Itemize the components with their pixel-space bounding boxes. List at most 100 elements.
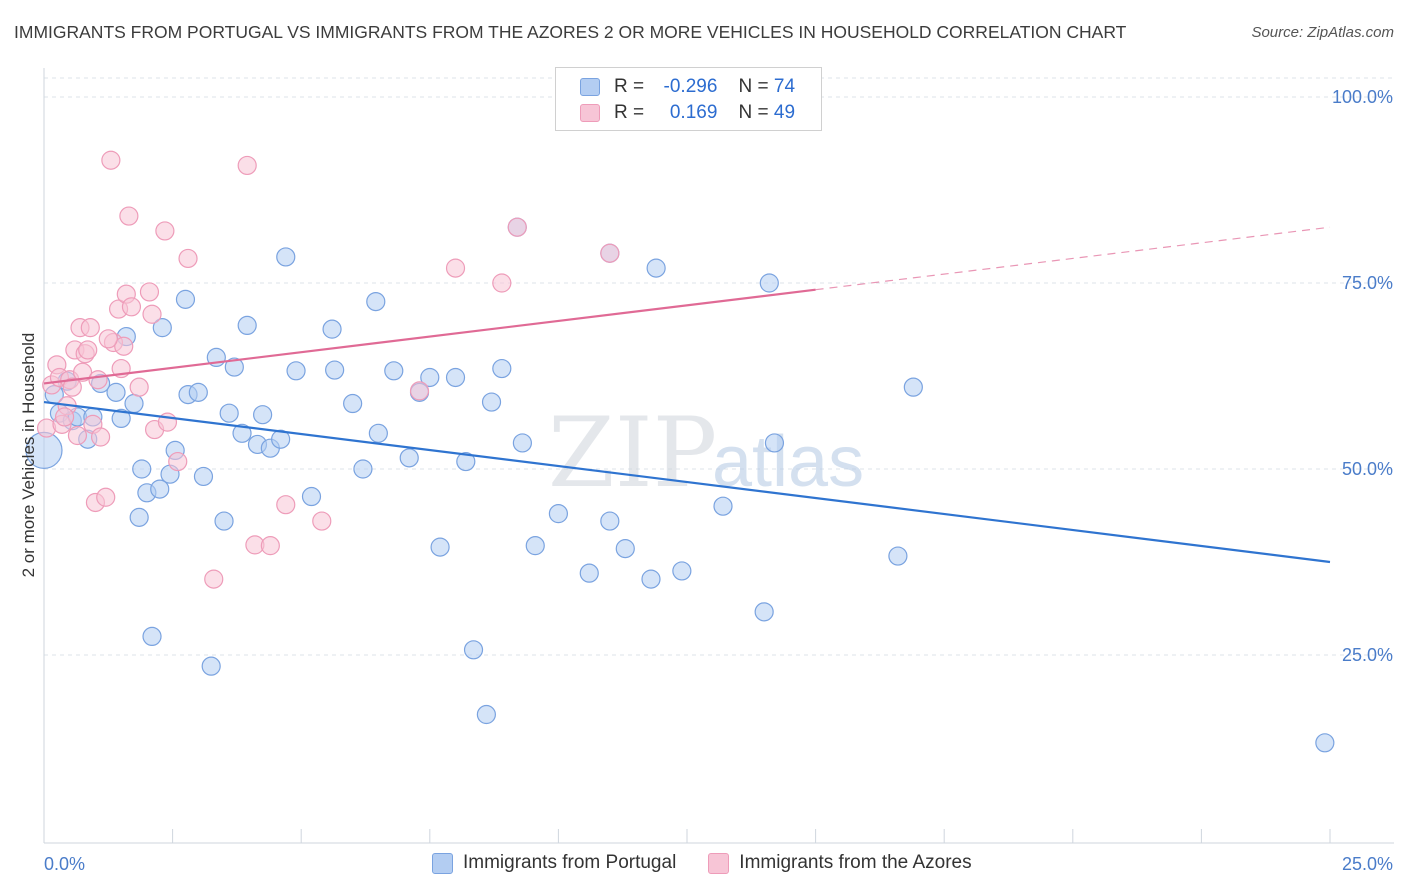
point-azores — [129, 377, 149, 397]
point-portugal — [325, 360, 345, 380]
trend-layer — [43, 226, 1331, 564]
point-azores — [168, 451, 188, 472]
point-azores — [276, 495, 296, 515]
point-azores — [62, 377, 82, 397]
point-azores — [98, 329, 118, 349]
point-portugal — [219, 403, 239, 423]
legend-swatch-portugal — [580, 78, 600, 96]
point-azores — [260, 536, 280, 556]
point-azores — [67, 425, 88, 446]
point-azores — [142, 304, 162, 324]
chart-title: IMMIGRANTS FROM PORTUGAL VS IMMIGRANTS F… — [14, 22, 1127, 42]
legend-item-portugal[interactable]: Immigrants from Portugal — [432, 852, 676, 874]
point-portugal — [430, 537, 450, 557]
legend-item-azores[interactable]: Immigrants from the Azores — [708, 852, 972, 874]
point-portugal — [399, 448, 419, 468]
point-azores — [114, 336, 134, 356]
point-portugal — [615, 539, 635, 559]
point-portugal — [600, 511, 620, 531]
point-portugal — [237, 315, 257, 336]
legend-n-label: N = — [738, 76, 769, 97]
point-azores — [139, 282, 160, 302]
point-portugal — [646, 258, 666, 278]
legend-swatch-azores — [580, 104, 600, 122]
point-portugal — [492, 358, 512, 379]
trendline-azores-extension — [815, 226, 1331, 291]
legend-swatch-azores — [708, 852, 730, 874]
y-tick-label: 75.0% — [1342, 273, 1393, 293]
point-portugal — [903, 377, 923, 397]
point-portugal — [232, 423, 252, 443]
legend-n-label: N = — [738, 102, 769, 123]
point-portugal — [512, 433, 532, 453]
point-azores — [54, 407, 75, 427]
point-azores — [88, 370, 108, 390]
point-portugal — [672, 561, 692, 581]
y-tick-label: 50.0% — [1342, 459, 1393, 479]
point-azores — [312, 511, 332, 531]
point-portugal — [888, 546, 908, 566]
point-portugal — [525, 536, 545, 556]
point-portugal — [152, 318, 172, 338]
point-portugal — [476, 704, 496, 725]
legend-correlation: R = -0.296 N = 74 R = 0.169 N = 49 — [555, 67, 822, 131]
x-tick-label: 0.0% — [44, 854, 85, 874]
point-portugal — [353, 459, 373, 479]
point-azores — [178, 248, 198, 269]
watermark-zip: ZIP — [548, 397, 717, 509]
point-portugal — [343, 393, 363, 414]
watermark-atlas: atlas — [712, 422, 864, 502]
point-azores — [78, 340, 98, 360]
point-portugal — [366, 292, 386, 312]
legend-swatch-portugal — [432, 852, 453, 874]
point-portugal — [384, 361, 404, 381]
point-azores — [155, 221, 175, 241]
point-azores — [80, 318, 100, 338]
legend-r-label: R = — [614, 76, 645, 97]
point-azores — [101, 150, 121, 170]
point-portugal — [271, 429, 291, 449]
point-portugal — [445, 367, 466, 388]
trendline-portugal — [43, 400, 1331, 564]
legend-row-portugal: R = -0.296 N = 74 — [580, 75, 795, 99]
point-portugal — [322, 319, 342, 339]
point-portugal — [201, 656, 221, 676]
y-axis-label: 2 or more Vehicles in Household — [19, 333, 38, 578]
chart-source: Source: ZipAtlas.com — [1251, 24, 1394, 41]
point-azores — [237, 155, 257, 176]
point-azores — [507, 217, 527, 237]
point-portugal — [759, 273, 779, 293]
point-portugal — [129, 507, 149, 527]
point-portugal — [641, 569, 661, 589]
point-portugal — [548, 504, 569, 524]
point-azores — [119, 206, 139, 226]
legend-series: Immigrants from Portugal Immigrants from… — [432, 852, 1004, 874]
point-azores — [409, 381, 430, 401]
legend-label-portugal: Immigrants from Portugal — [463, 852, 677, 873]
y-tick-label: 100.0% — [1332, 87, 1393, 107]
point-portugal — [193, 466, 214, 487]
point-portugal — [214, 511, 234, 531]
point-portugal — [286, 361, 306, 381]
watermark: ZIP atlas — [548, 397, 864, 509]
point-azores — [600, 243, 620, 263]
legend-r-label: R = — [614, 102, 645, 123]
point-portugal — [301, 486, 322, 507]
point-portugal — [142, 626, 162, 647]
point-portugal — [463, 640, 484, 660]
point-portugal — [754, 602, 774, 622]
point-portugal — [579, 563, 599, 583]
points-layer — [25, 150, 1335, 753]
legend-n-value-azores: 49 — [773, 102, 796, 123]
y-tick-label: 25.0% — [1342, 645, 1393, 665]
point-portugal — [224, 357, 244, 377]
point-portugal — [175, 289, 196, 309]
point-portugal — [764, 433, 785, 453]
point-portugal — [106, 382, 126, 402]
point-portugal — [420, 367, 440, 388]
trendline-azores — [43, 288, 816, 385]
point-portugal — [1315, 733, 1335, 753]
legend-r-value-azores: 0.169 — [669, 102, 718, 123]
point-portugal — [132, 459, 152, 479]
